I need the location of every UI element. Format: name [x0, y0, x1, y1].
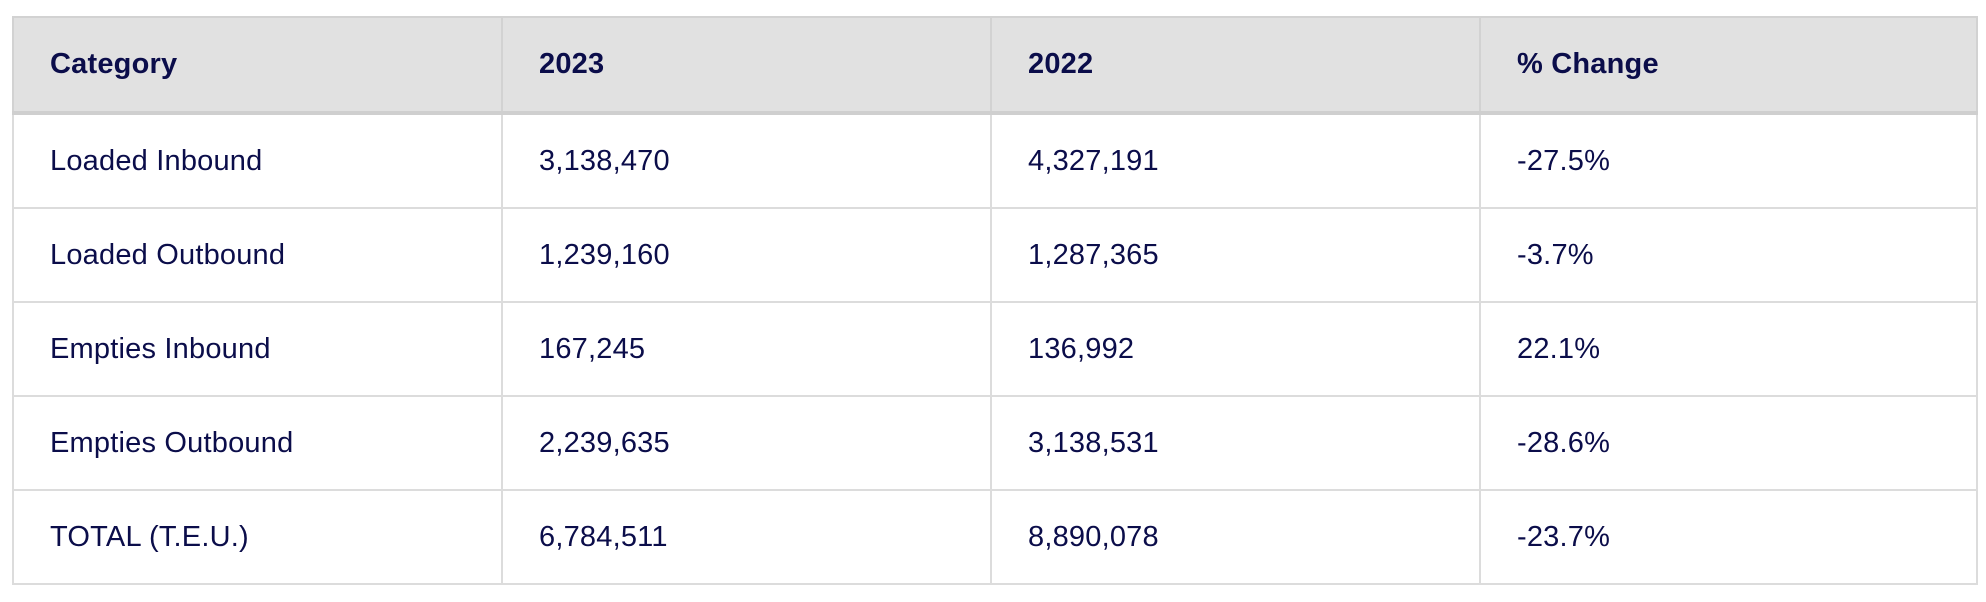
header-2022: 2022	[990, 16, 1481, 115]
cell-category: Loaded Inbound	[12, 112, 503, 209]
cell-2022: 1,287,365	[990, 207, 1481, 303]
cell-percent-change: -28.6%	[1479, 395, 1978, 491]
table-row: Empties Outbound 2,239,635 3,138,531 -28…	[12, 395, 1978, 491]
cell-2023: 167,245	[501, 301, 992, 397]
header-row: Category 2023 2022 % Change	[12, 16, 1978, 115]
cell-category: Loaded Outbound	[12, 207, 503, 303]
table-body: Loaded Inbound 3,138,470 4,327,191 -27.5…	[12, 112, 1978, 585]
cell-2022: 3,138,531	[990, 395, 1481, 491]
table-row: Loaded Outbound 1,239,160 1,287,365 -3.7…	[12, 207, 1978, 303]
teu-table-container: Category 2023 2022 % Change Loaded Inbou…	[12, 16, 1978, 585]
cell-2022: 136,992	[990, 301, 1481, 397]
table-row-total: TOTAL (T.E.U.) 6,784,511 8,890,078 -23.7…	[12, 489, 1978, 585]
header-2023: 2023	[501, 16, 992, 115]
cell-percent-change: -3.7%	[1479, 207, 1978, 303]
header-category: Category	[12, 16, 503, 115]
table-header: Category 2023 2022 % Change	[12, 16, 1978, 115]
cell-percent-change: -27.5%	[1479, 112, 1978, 209]
cell-2023: 6,784,511	[501, 489, 992, 585]
cell-2023: 3,138,470	[501, 112, 992, 209]
cell-category: Empties Outbound	[12, 395, 503, 491]
header-percent-change: % Change	[1479, 16, 1978, 115]
teu-table: Category 2023 2022 % Change Loaded Inbou…	[12, 16, 1978, 585]
cell-2023: 1,239,160	[501, 207, 992, 303]
cell-2022: 8,890,078	[990, 489, 1481, 585]
table-row: Empties Inbound 167,245 136,992 22.1%	[12, 301, 1978, 397]
cell-2022: 4,327,191	[990, 112, 1481, 209]
cell-category: TOTAL (T.E.U.)	[12, 489, 503, 585]
cell-category: Empties Inbound	[12, 301, 503, 397]
cell-2023: 2,239,635	[501, 395, 992, 491]
cell-percent-change: -23.7%	[1479, 489, 1978, 585]
cell-percent-change: 22.1%	[1479, 301, 1978, 397]
table-row: Loaded Inbound 3,138,470 4,327,191 -27.5…	[12, 112, 1978, 209]
